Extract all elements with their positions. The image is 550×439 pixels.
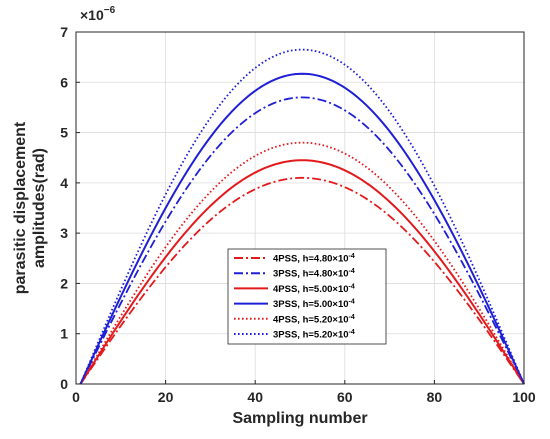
series-lines	[79, 48, 525, 385]
series-line-3	[79, 159, 525, 385]
legend-label: 3PSS, h=4.80×10-4	[273, 268, 355, 280]
legend-label: 3PSS, h=5.20×10-4	[273, 329, 355, 341]
ticks: 0 20 40 60 80 100 0 1 2 3 4 5 6 7	[60, 24, 536, 405]
y-scale-factor: ×10−6	[80, 5, 116, 23]
y-tick-label: 0	[60, 376, 68, 392]
x-axis-label: Sampling number	[232, 410, 367, 427]
legend-label: 4PSS, h=5.00×10-4	[273, 283, 355, 295]
series-line-1	[79, 176, 525, 385]
x-tick-label: 80	[427, 389, 443, 405]
legend-label: 4PSS, h=5.20×10-4	[273, 314, 355, 326]
y-tick-label: 4	[60, 175, 68, 191]
x-tick-label: 100	[512, 389, 536, 405]
y-tick-label: 1	[60, 326, 68, 342]
x-tick-label: 0	[72, 389, 80, 405]
legend-label: 4PSS, h=4.80×10-4	[273, 253, 355, 265]
legend: 4PSS, h=4.80×10-4 3PSS, h=4.80×10-4 4PSS, …	[227, 248, 387, 345]
y-tick-label: 3	[60, 225, 68, 241]
y-axis-label-line-2: amplitudes(rad)	[31, 148, 48, 268]
legend-label: 3PSS, h=5.00×10-4	[273, 299, 355, 311]
y-tick-label: 6	[60, 74, 68, 90]
x-tick-label: 40	[247, 389, 263, 405]
plot-frame	[75, 31, 525, 385]
y-tick-label: 5	[60, 125, 68, 141]
legend-box	[227, 248, 387, 345]
series-line-5	[79, 141, 525, 385]
series-line-4	[79, 72, 525, 385]
series-line-2	[79, 96, 525, 385]
y-tick-label: 2	[60, 275, 68, 291]
x-tick-label: 60	[337, 389, 353, 405]
x-tick-label: 20	[158, 389, 174, 405]
y-axis-label-line-1: parasitic displacement	[12, 121, 29, 294]
y-tick-label: 7	[60, 24, 68, 40]
